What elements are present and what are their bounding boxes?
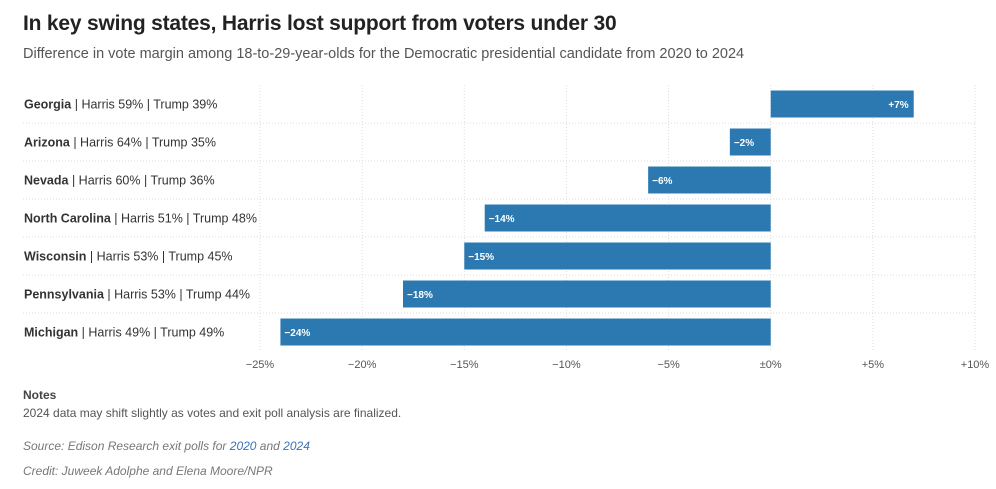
chart-title: In key swing states, Harris lost support…	[23, 12, 617, 35]
category-label: North Carolina | Harris 51% | Trump 48%	[24, 212, 257, 226]
bar-value-label: −2%	[734, 138, 754, 149]
bar	[403, 280, 771, 308]
bar	[729, 128, 771, 156]
bar	[770, 90, 914, 118]
x-tick-label: ±0%	[760, 359, 782, 371]
chart-subtitle: Difference in vote margin among 18-to-29…	[23, 46, 745, 62]
x-tick-label: −25%	[246, 359, 275, 371]
source-link-2020[interactable]: 2020	[229, 439, 257, 453]
bar-value-label: +7%	[888, 100, 908, 111]
source-middle: and	[256, 439, 284, 453]
bar	[648, 166, 771, 194]
bar-value-label: −6%	[652, 176, 672, 187]
bar-value-label: −24%	[284, 328, 310, 339]
x-tick-label: −10%	[552, 359, 581, 371]
notes-text: 2024 data may shift slightly as votes an…	[23, 406, 402, 420]
x-tick-label: +10%	[961, 359, 990, 371]
x-tick-label: −20%	[348, 359, 377, 371]
x-tick-label: −5%	[657, 359, 680, 371]
credit-line: Credit: Juweek Adolphe and Elena Moore/N…	[23, 464, 273, 478]
source-link-2024[interactable]: 2024	[283, 439, 310, 453]
category-label: Wisconsin | Harris 53% | Trump 45%	[24, 250, 233, 264]
category-label: Arizona | Harris 64% | Trump 35%	[24, 136, 216, 150]
category-label: Nevada | Harris 60% | Trump 36%	[24, 174, 215, 188]
category-label: Pennsylvania | Harris 53% | Trump 44%	[24, 288, 250, 302]
bar	[484, 204, 771, 232]
source-prefix: Source: Edison Research exit polls for	[23, 439, 230, 453]
bar	[280, 318, 771, 346]
category-label: Michigan | Harris 49% | Trump 49%	[24, 326, 224, 340]
bar-value-label: −18%	[407, 290, 433, 301]
bar-value-label: −14%	[489, 214, 515, 225]
bar-value-label: −15%	[468, 252, 494, 263]
source-line: Source: Edison Research exit polls for 2…	[23, 439, 310, 453]
notes-heading: Notes	[23, 388, 57, 402]
x-tick-label: +5%	[862, 359, 885, 371]
bar	[464, 242, 771, 270]
x-tick-label: −15%	[450, 359, 479, 371]
category-label: Georgia | Harris 59% | Trump 39%	[24, 98, 217, 112]
bar-chart: Georgia | Harris 59% | Trump 39% +7% Arizo…	[23, 85, 990, 371]
